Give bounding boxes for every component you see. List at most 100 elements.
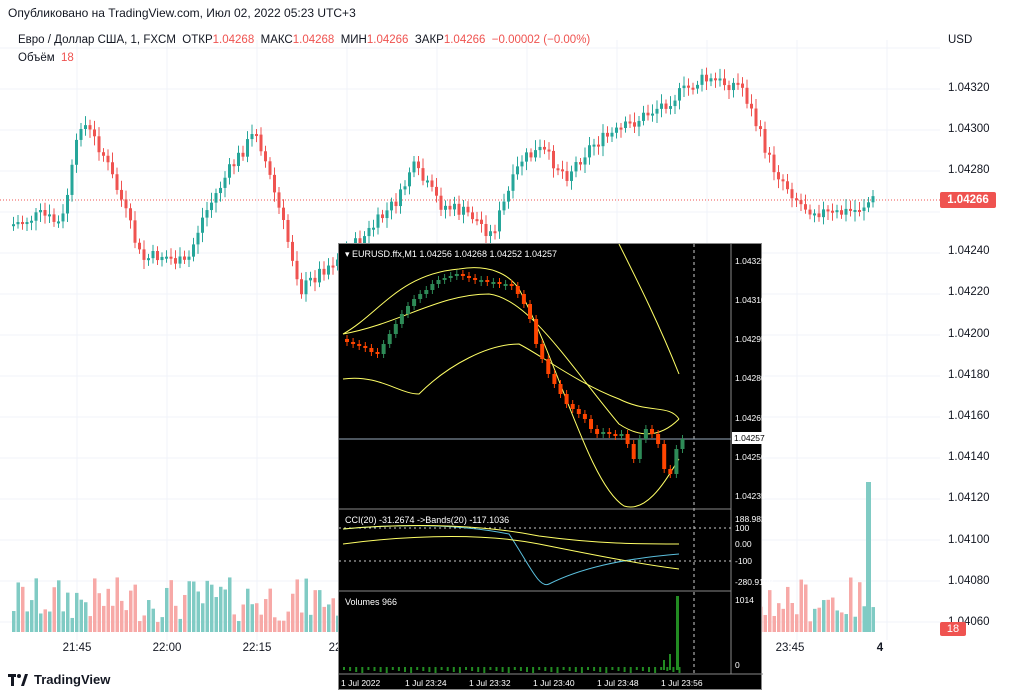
mt4-volume-bar	[367, 667, 370, 670]
volume-bar	[138, 621, 142, 632]
candle-body	[93, 129, 96, 137]
candle-body	[574, 162, 578, 172]
candle-body	[624, 121, 627, 129]
mt4-volume-bar	[440, 667, 443, 670]
candle-body	[39, 210, 42, 213]
mt4-volume-bar	[513, 667, 516, 670]
candle-body	[646, 112, 650, 116]
mt4-cci-tick: -280.9108	[735, 577, 774, 587]
candle-body	[97, 136, 101, 153]
candle-body	[682, 85, 686, 89]
currency-label[interactable]: USD	[948, 34, 973, 46]
mt4-candle-body	[643, 429, 648, 439]
candle-body	[48, 214, 51, 217]
candle-body	[331, 265, 335, 268]
candle-body	[115, 174, 119, 190]
volume-bar	[250, 604, 254, 632]
volume-bar	[102, 605, 106, 632]
candle-body	[25, 222, 29, 225]
mt4-volume-bar	[416, 667, 419, 670]
candle-body	[363, 236, 366, 246]
candle-body	[84, 125, 87, 129]
volume-bar	[111, 605, 115, 632]
candle-body	[138, 242, 141, 250]
candle-body	[700, 74, 704, 85]
volume-bar	[16, 582, 20, 632]
mt4-candle-body	[479, 280, 484, 282]
mt4-volume-bar	[391, 667, 394, 670]
mt4-volume-bar	[611, 667, 614, 670]
volume-bar	[124, 610, 128, 632]
symbol-name[interactable]: Евро / Доллар США, 1, FXCM	[18, 34, 176, 46]
candle-body	[241, 152, 245, 157]
open-value: 1.04268	[212, 34, 255, 46]
candle-body	[79, 128, 83, 140]
volume-bar	[246, 588, 250, 632]
mt4-y-tick: 1.04325	[735, 256, 766, 266]
candle-body	[786, 181, 789, 190]
candle-body	[277, 192, 281, 208]
mt4-candle-body	[601, 432, 606, 434]
volume-bar	[165, 587, 169, 632]
mt4-x-tick: 1 Jul 23:24	[405, 678, 447, 688]
tradingview-brand[interactable]: TradingView	[8, 672, 110, 687]
candle-body	[70, 164, 74, 195]
candle-body	[372, 227, 375, 230]
candle-body	[381, 214, 384, 219]
volume-bar	[43, 609, 47, 632]
volume-bar	[786, 586, 790, 632]
candle-body	[741, 83, 744, 88]
y-tick: 1.04140	[948, 451, 990, 463]
mt4-cci-tick: 100	[735, 523, 750, 533]
mt4-volume-bar	[648, 667, 650, 672]
candle-body	[466, 206, 470, 213]
mt4-cci-tick: -100	[735, 556, 753, 566]
volume-bar	[25, 611, 29, 632]
candle-body	[844, 208, 848, 215]
volume-spike-bar	[866, 482, 871, 632]
candle-body	[210, 202, 213, 211]
volume-bar	[813, 608, 817, 632]
volume-bar	[291, 593, 295, 632]
mt4-volume-bar	[343, 667, 345, 670]
volume-bar	[840, 612, 844, 632]
candle-body	[439, 195, 443, 210]
x-tick: 22:00	[152, 642, 182, 654]
volume-bar	[768, 590, 772, 632]
candle-body	[556, 168, 560, 171]
mt4-inset-chart[interactable]: ▾ EURUSD.ffx,M1 1.04256 1.04268 1.04252 …	[338, 243, 774, 690]
mt4-volume-bar	[629, 667, 632, 673]
mt4-candle-body	[564, 394, 569, 404]
candle-body	[417, 161, 420, 169]
mt4-y-tick: 1.04310	[735, 295, 766, 305]
candle-body	[169, 256, 173, 259]
mt4-candle-body	[460, 274, 465, 276]
candle-body	[561, 169, 564, 172]
candle-body	[318, 268, 321, 283]
mt4-candle-body	[509, 284, 514, 286]
candle-body	[151, 251, 155, 259]
volume-bar	[327, 604, 331, 632]
candle-body	[835, 210, 839, 213]
mt4-volume-bar	[446, 667, 449, 671]
candle-body	[525, 152, 528, 162]
candle-body	[421, 168, 425, 181]
candle-body	[156, 251, 159, 261]
mt4-dropdown-icon[interactable]: ▾	[345, 249, 353, 259]
mt4-candle-body	[467, 276, 471, 278]
volume-bar	[826, 599, 830, 632]
candle-body	[124, 199, 128, 209]
mt4-volume-bar	[483, 667, 486, 673]
volume-value: 18	[61, 52, 74, 64]
mt4-candle-body	[357, 344, 362, 346]
mt4-volume-bar	[489, 667, 492, 670]
volume-bar	[70, 617, 74, 632]
volume-bar	[120, 600, 124, 632]
candle-body	[255, 134, 258, 137]
candle-body	[43, 210, 47, 216]
mt4-candle-body	[393, 324, 398, 334]
close-value: 1.04266	[443, 34, 486, 46]
candle-body	[385, 210, 389, 219]
candle-body	[246, 139, 249, 157]
candle-body	[696, 84, 699, 89]
